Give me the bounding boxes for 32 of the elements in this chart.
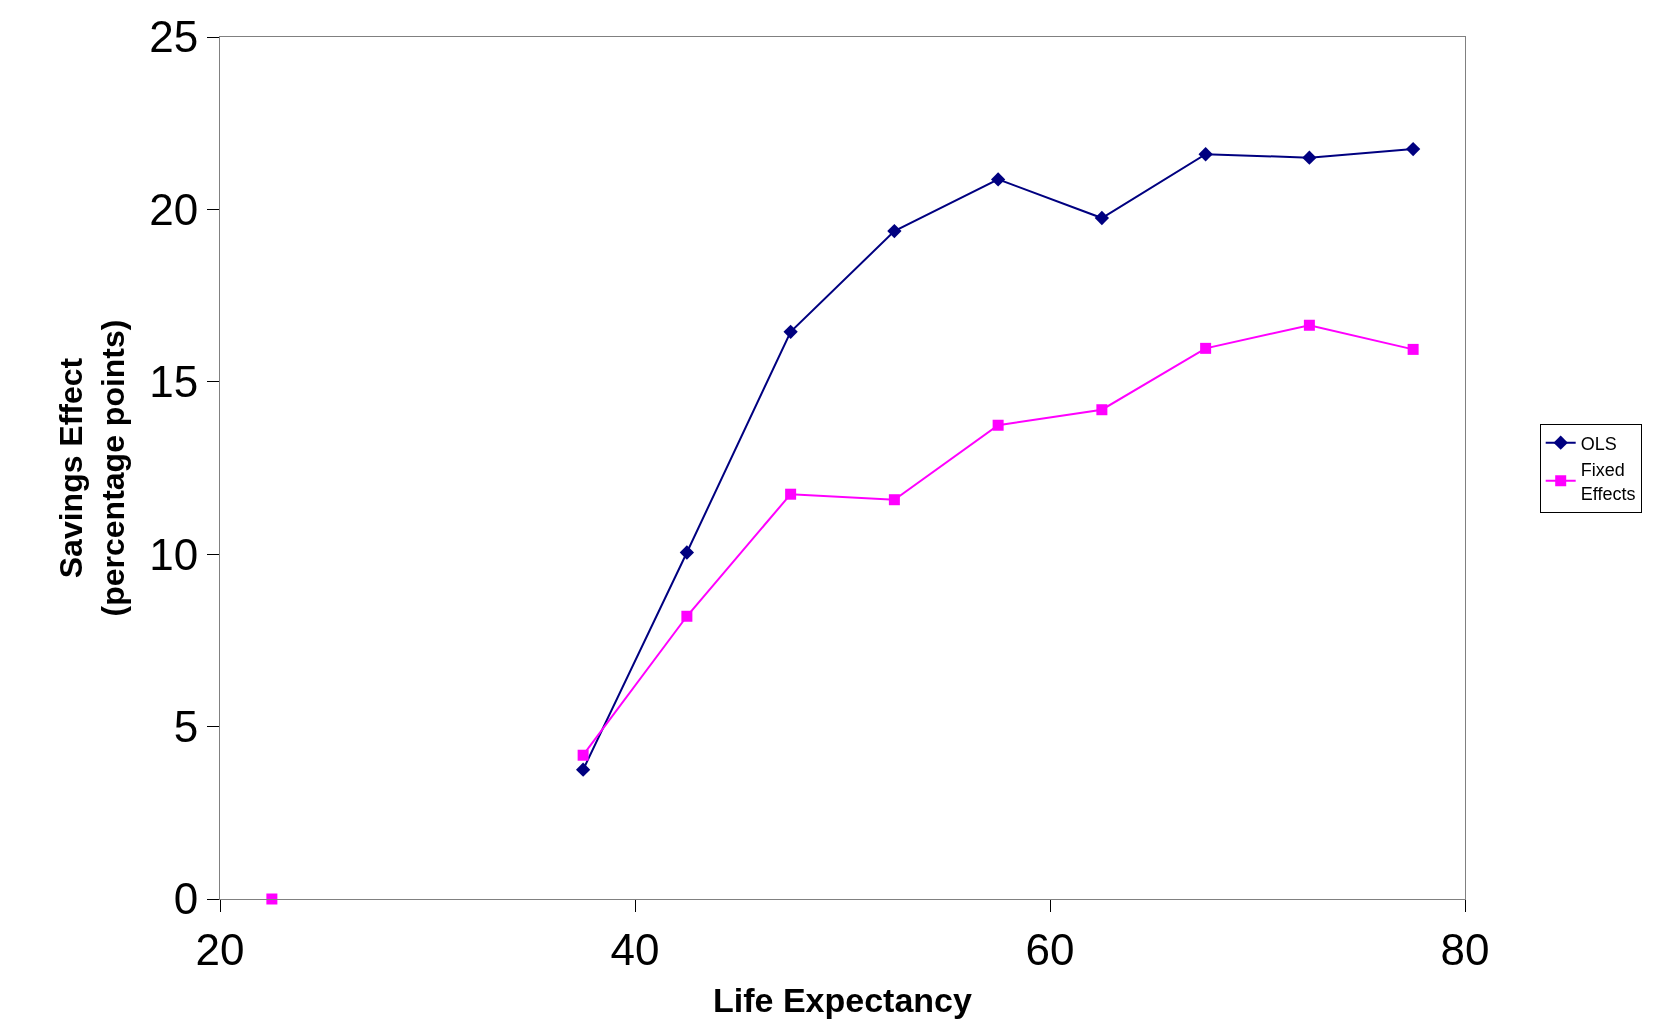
point [266,893,278,905]
y-tick-label: 5 [173,702,199,751]
point [888,494,900,506]
y-axis-title: Savings Effect (percentage points) [52,319,131,617]
y-tick-label: 0 [173,874,199,924]
point [1200,342,1212,354]
point [1302,150,1317,165]
point [681,610,693,622]
legend-label: Fixed Effects [1580,460,1636,504]
point [1096,404,1108,416]
legend-label: OLS [1580,433,1617,454]
point [1407,343,1419,355]
point [679,545,695,560]
x-tick-label: 60 [1025,924,1075,974]
point [990,172,1006,187]
point [577,749,589,761]
point [1198,147,1213,162]
y-tick-label: 10 [149,529,199,579]
point [1405,141,1421,157]
y-tick-label: 20 [149,184,199,234]
point [1303,319,1315,331]
point [1094,210,1110,226]
point [992,419,1004,431]
x-tick-label: 40 [610,924,660,974]
x-tick-label: 80 [1440,924,1490,974]
point [785,488,797,500]
x-axis-title: Life Expectancy [713,981,973,1020]
y-tick-label: 25 [149,12,199,62]
y-tick-label: 15 [149,357,199,407]
point [783,324,798,339]
point [887,223,902,239]
point [575,762,591,777]
